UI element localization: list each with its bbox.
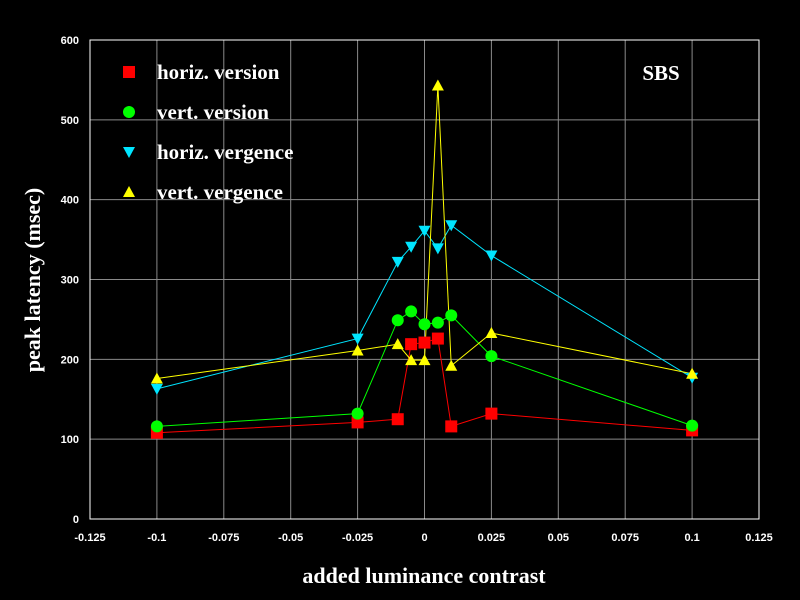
series-markers bbox=[150, 79, 699, 439]
legend-marker-4 bbox=[123, 186, 135, 197]
data-point-series-1 bbox=[445, 420, 458, 433]
data-point-series-3 bbox=[445, 220, 458, 232]
x-tick-label: 0.075 bbox=[611, 532, 639, 544]
data-point-series-2 bbox=[431, 316, 444, 329]
data-point-series-1 bbox=[351, 416, 364, 429]
y-tick-label: 0 bbox=[73, 514, 79, 526]
legend-label-2: vert. version bbox=[157, 100, 269, 124]
data-point-series-4 bbox=[686, 367, 699, 379]
legend-marker-3 bbox=[123, 147, 135, 158]
data-point-series-2 bbox=[405, 305, 418, 318]
data-point-series-4 bbox=[418, 354, 431, 366]
x-tick-label: 0.025 bbox=[478, 532, 506, 544]
data-point-series-3 bbox=[418, 225, 431, 237]
y-tick-label: 200 bbox=[61, 354, 79, 366]
y-axis-ticks: 0 100 200 300 400 500 600 bbox=[61, 35, 79, 526]
data-point-series-3 bbox=[485, 250, 498, 262]
y-axis-title: peak latency (msec) bbox=[20, 188, 45, 373]
data-point-series-2 bbox=[418, 318, 431, 331]
data-point-series-1 bbox=[391, 413, 404, 426]
chart-annotation: SBS bbox=[642, 61, 679, 85]
data-point-series-2 bbox=[351, 407, 364, 420]
x-tick-label: 0.125 bbox=[745, 532, 773, 544]
x-tick-label: -0.125 bbox=[74, 532, 105, 544]
data-point-series-2 bbox=[686, 419, 699, 432]
legend-label-4: vert. vergence bbox=[157, 180, 283, 204]
data-point-series-2 bbox=[391, 314, 404, 327]
x-tick-label: -0.075 bbox=[208, 532, 239, 544]
data-point-series-3 bbox=[391, 256, 404, 268]
plot-frame bbox=[89, 39, 760, 520]
legend-label-1: horiz. version bbox=[157, 60, 280, 84]
data-point-series-4 bbox=[485, 326, 498, 338]
data-point-series-4 bbox=[431, 79, 444, 91]
data-point-series-2 bbox=[445, 309, 458, 322]
data-point-series-3 bbox=[150, 383, 163, 395]
legend: horiz. version vert. version horiz. vergen… bbox=[123, 60, 293, 204]
y-tick-label: 100 bbox=[61, 434, 79, 446]
data-point-series-4 bbox=[351, 344, 364, 356]
data-point-series-2 bbox=[150, 420, 163, 433]
data-point-series-1 bbox=[405, 338, 418, 351]
x-axis-ticks: -0.125 -0.1 -0.075 -0.05 -0.025 0 0.025 0.05 0.0… bbox=[74, 532, 772, 544]
x-tick-label: -0.05 bbox=[278, 532, 303, 544]
legend-marker-1 bbox=[123, 66, 135, 78]
x-axis-title: added luminance contrast bbox=[302, 563, 546, 588]
x-tick-label: 0.05 bbox=[548, 532, 569, 544]
data-point-series-2 bbox=[485, 350, 498, 363]
y-tick-label: 400 bbox=[61, 195, 79, 207]
x-tick-label: -0.025 bbox=[342, 532, 373, 544]
data-point-series-4 bbox=[150, 372, 163, 384]
data-point-series-4 bbox=[391, 338, 404, 350]
data-point-series-3 bbox=[431, 243, 444, 255]
y-tick-label: 500 bbox=[61, 115, 79, 127]
data-point-series-3 bbox=[351, 333, 364, 345]
data-point-series-4 bbox=[445, 359, 458, 371]
legend-marker-2 bbox=[123, 106, 135, 118]
data-point-series-3 bbox=[405, 241, 418, 253]
x-tick-label: -0.1 bbox=[147, 532, 166, 544]
data-point-series-1 bbox=[431, 332, 444, 345]
data-point-series-1 bbox=[485, 407, 498, 420]
data-point-series-1 bbox=[418, 336, 431, 349]
data-point-series-4 bbox=[405, 354, 418, 366]
legend-label-3: horiz. vergence bbox=[157, 140, 293, 164]
y-tick-label: 300 bbox=[61, 275, 79, 287]
y-tick-label: 600 bbox=[61, 35, 79, 47]
x-tick-label: 0.1 bbox=[684, 532, 699, 544]
x-tick-label: 0 bbox=[421, 532, 427, 544]
